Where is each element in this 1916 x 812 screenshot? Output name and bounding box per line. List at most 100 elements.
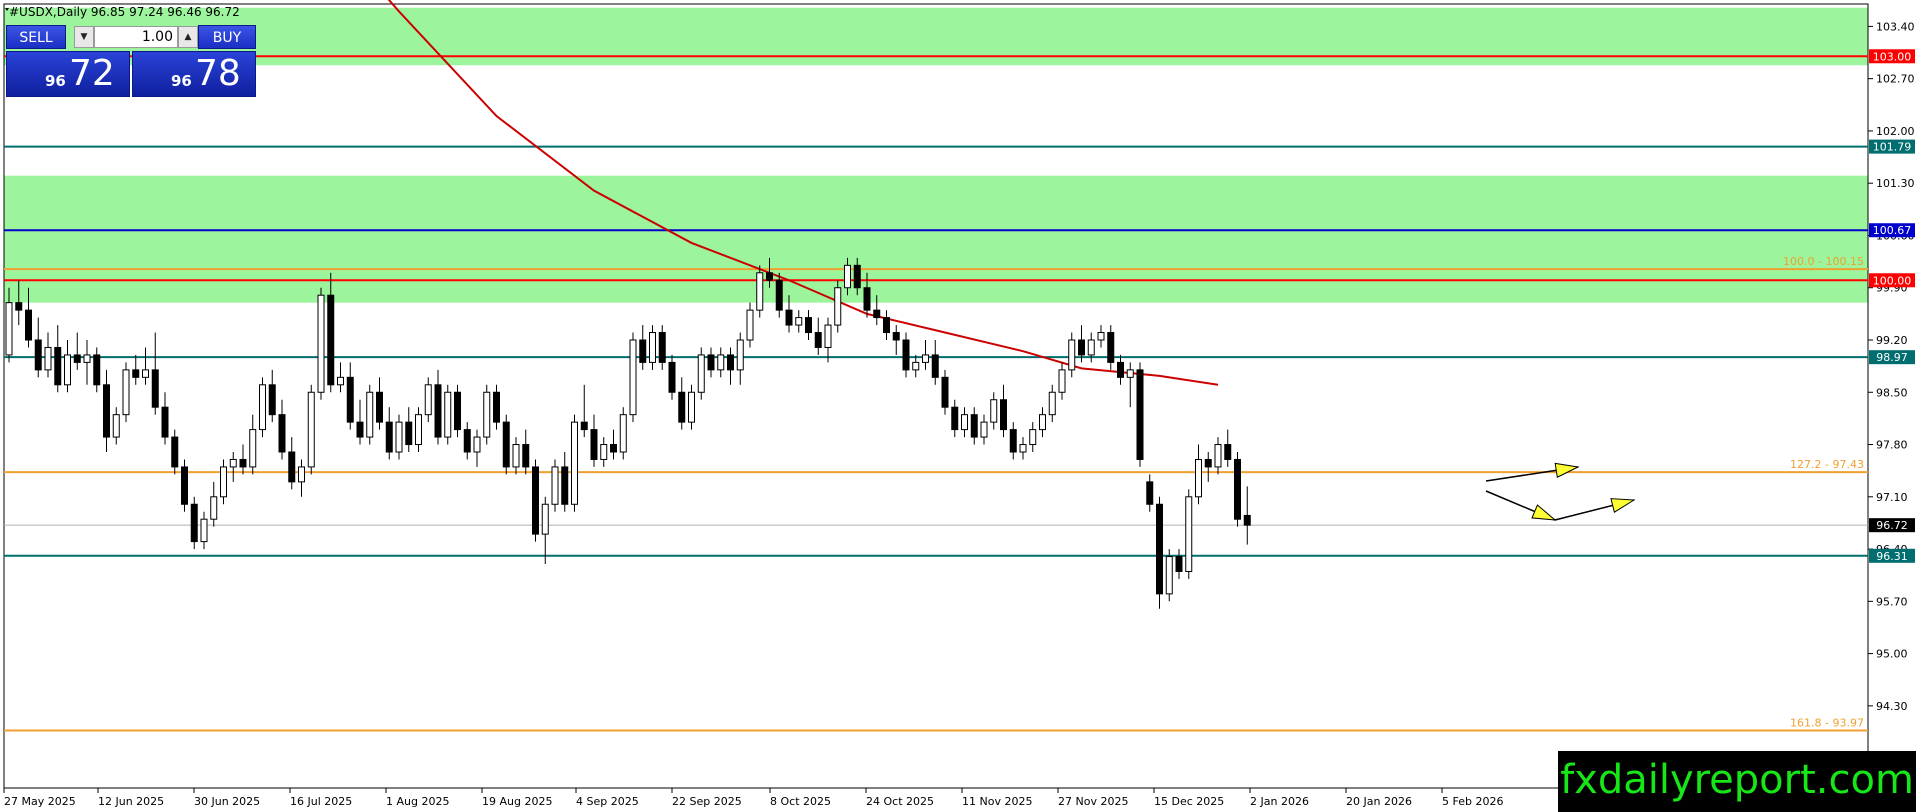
- bullish-candle: [473, 436, 481, 453]
- bearish-candle: [707, 354, 715, 371]
- sell-price-button[interactable]: 96 72: [6, 51, 130, 97]
- current-price-badge-bg: [1869, 518, 1915, 533]
- bullish-candle: [83, 354, 91, 363]
- fibonacci-level-label: 100.0 - 100.15: [1783, 255, 1864, 268]
- time-tick-label: 1 Aug 2025: [386, 795, 449, 808]
- time-tick-label: 30 Jun 2025: [194, 795, 260, 808]
- level-price-badge-bg: [1869, 273, 1915, 288]
- buy-button[interactable]: BUY: [198, 25, 256, 49]
- bullish-candle: [922, 354, 929, 363]
- level-price-badge-bg: [1869, 139, 1915, 154]
- level-price-badge: 100.67: [1873, 224, 1912, 237]
- bullish-candle: [1097, 332, 1105, 341]
- level-price-badge-bg: [1869, 223, 1915, 238]
- bearish-candle: [532, 466, 539, 535]
- bullish-candle: [483, 391, 491, 438]
- bearish-candle: [668, 361, 676, 393]
- bullish-candle: [1029, 429, 1037, 446]
- bullish-candle: [44, 346, 52, 371]
- sell-button[interactable]: SELL: [6, 25, 66, 49]
- projection-arrow-head: [1610, 498, 1636, 513]
- bearish-candle: [883, 317, 890, 334]
- price-tick-label: 102.00: [1876, 125, 1915, 138]
- bullish-candle: [551, 466, 559, 505]
- price-tick-label: 101.30: [1876, 177, 1915, 190]
- bullish-candle: [649, 332, 656, 363]
- bullish-candle: [5, 302, 13, 356]
- bearish-candle: [25, 309, 32, 341]
- bullish-candle: [756, 272, 764, 311]
- price-tick-label: 99.20: [1876, 334, 1908, 347]
- bearish-candle: [951, 406, 959, 431]
- bearish-candle: [590, 429, 598, 460]
- bullish-candle: [824, 324, 832, 348]
- trade-panel-controls: SELL ▼ ▲ BUY: [6, 25, 256, 50]
- lot-size-input[interactable]: [94, 26, 178, 48]
- bullish-candle: [961, 414, 968, 431]
- bullish-candle: [210, 496, 218, 520]
- bearish-candle: [785, 309, 793, 326]
- bearish-candle: [181, 466, 188, 505]
- fibonacci-level-label: 161.8 - 93.97: [1790, 717, 1864, 730]
- bullish-candle: [200, 518, 208, 543]
- sell-price-prefix: 96: [45, 72, 66, 90]
- bearish-candle: [814, 332, 822, 348]
- bearish-candle: [346, 376, 354, 423]
- bearish-candle: [1117, 361, 1124, 378]
- lot-increase-icon[interactable]: ▲: [178, 26, 198, 48]
- bearish-candle: [151, 369, 159, 408]
- bearish-candle: [15, 302, 23, 311]
- level-price-badge: 100.00: [1873, 274, 1912, 287]
- bearish-candle: [93, 354, 101, 386]
- bearish-candle: [727, 354, 734, 371]
- bullish-candle: [1058, 369, 1066, 393]
- bearish-candle: [610, 444, 617, 453]
- lot-decrease-icon[interactable]: ▼: [74, 26, 94, 48]
- time-tick-label: 12 Jun 2025: [98, 795, 164, 808]
- bearish-candle: [561, 466, 569, 505]
- bullish-candle: [1039, 414, 1046, 431]
- sell-price-pips: 72: [69, 53, 115, 94]
- bullish-candle: [142, 369, 149, 378]
- bullish-candle: [834, 287, 842, 326]
- time-tick-label: 4 Sep 2025: [576, 795, 639, 808]
- bearish-candle: [873, 309, 881, 319]
- bullish-candle: [395, 421, 403, 453]
- bullish-candle: [1048, 391, 1056, 416]
- bearish-candle: [1156, 503, 1163, 595]
- bullish-candle: [1087, 339, 1095, 356]
- time-tick-label: 20 Jan 2026: [1346, 795, 1412, 808]
- bearish-candle: [580, 421, 588, 431]
- bullish-candle: [337, 376, 344, 386]
- bearish-candle: [493, 391, 500, 423]
- time-tick-label: 11 Nov 2025: [962, 795, 1032, 808]
- bullish-candle: [541, 503, 549, 535]
- bearish-candle: [161, 406, 169, 438]
- chart-frame: [3, 3, 1869, 789]
- price-tick-label: 103.40: [1876, 20, 1915, 33]
- bearish-candle: [278, 414, 286, 453]
- bullish-candle: [249, 429, 257, 468]
- time-tick-label: 15 Dec 2025: [1154, 795, 1224, 808]
- buy-price-button[interactable]: 96 78: [132, 51, 256, 97]
- bullish-candle: [1165, 556, 1173, 595]
- bullish-candle: [746, 309, 754, 341]
- bearish-candle: [463, 429, 471, 453]
- bearish-candle: [775, 279, 783, 311]
- bearish-candle: [268, 384, 276, 416]
- bullish-candle: [112, 414, 120, 438]
- bullish-candle: [1019, 444, 1027, 453]
- time-tick-label: 24 Oct 2025: [866, 795, 934, 808]
- price-tick-label: 94.30: [1876, 700, 1908, 713]
- bullish-candle: [307, 391, 315, 468]
- price-tick-label: 102.70: [1876, 73, 1915, 86]
- level-price-badge-bg: [1869, 548, 1915, 563]
- bearish-candle: [1009, 429, 1017, 453]
- bearish-candle: [190, 503, 198, 543]
- projection-arrow-head: [1531, 504, 1557, 521]
- bearish-candle: [863, 287, 871, 311]
- bullish-candle: [366, 391, 374, 438]
- bullish-candle: [600, 444, 608, 460]
